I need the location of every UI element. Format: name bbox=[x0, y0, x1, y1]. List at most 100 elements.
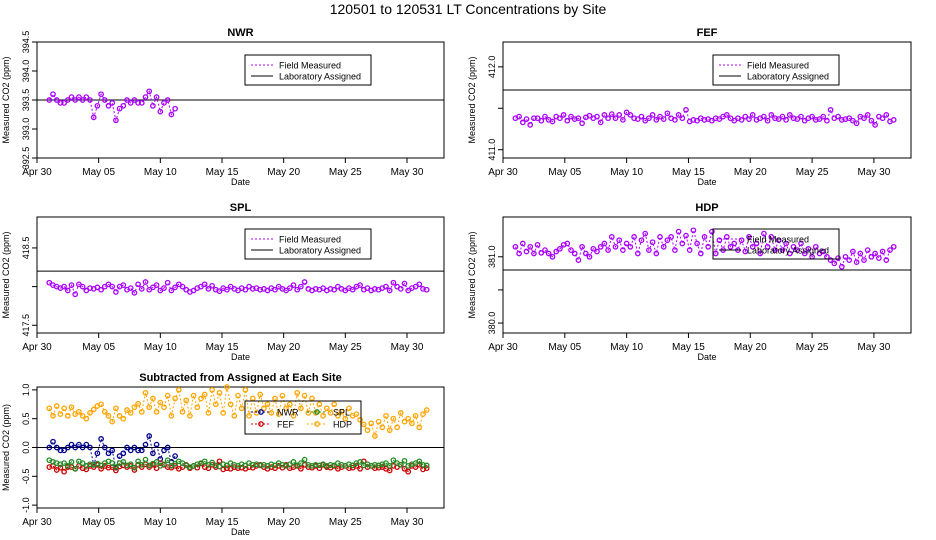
y-tick-label: -1.0 bbox=[21, 497, 31, 513]
data-point bbox=[101, 444, 108, 451]
data-point bbox=[697, 250, 704, 257]
data-point bbox=[120, 282, 127, 288]
data-point bbox=[64, 97, 71, 103]
data-point bbox=[298, 460, 304, 466]
x-tick-label: May 25 bbox=[329, 342, 362, 353]
data-point bbox=[242, 286, 249, 293]
data-point bbox=[757, 250, 764, 257]
x-tick-label: May 10 bbox=[144, 167, 177, 178]
data-point bbox=[212, 401, 219, 408]
data-point bbox=[857, 250, 864, 257]
data-point bbox=[286, 401, 293, 408]
data-point bbox=[50, 412, 56, 419]
data-point bbox=[142, 94, 149, 100]
data-point bbox=[209, 459, 215, 466]
data-point bbox=[383, 412, 389, 419]
data-point bbox=[342, 415, 349, 422]
data-point bbox=[553, 248, 560, 255]
data-point bbox=[224, 286, 230, 293]
data-point bbox=[53, 403, 60, 409]
data-point bbox=[579, 243, 585, 250]
x-tick-label: May 15 bbox=[206, 517, 239, 528]
x-axis-label: Date bbox=[231, 177, 250, 187]
data-point bbox=[620, 117, 626, 123]
legend-box bbox=[244, 400, 362, 435]
series-line bbox=[49, 280, 427, 296]
series-line bbox=[48, 434, 176, 470]
data-point bbox=[672, 117, 678, 123]
legend-box bbox=[712, 228, 840, 260]
data-point bbox=[775, 237, 782, 244]
data-point bbox=[516, 113, 522, 120]
data-point bbox=[557, 115, 563, 122]
data-point bbox=[409, 420, 415, 427]
data-point bbox=[405, 468, 412, 475]
data-point bbox=[679, 115, 686, 122]
data-point bbox=[831, 260, 838, 267]
data-point bbox=[216, 458, 223, 465]
y-tick-label: -0.5 bbox=[21, 469, 31, 485]
data-point bbox=[798, 240, 804, 247]
data-point bbox=[723, 234, 730, 240]
data-point bbox=[264, 401, 271, 408]
data-point bbox=[183, 397, 190, 404]
data-point bbox=[331, 401, 338, 408]
data-point bbox=[809, 113, 815, 120]
data-point bbox=[94, 450, 101, 457]
data-point bbox=[694, 240, 700, 247]
legend-marker bbox=[258, 409, 264, 415]
data-point bbox=[64, 444, 71, 451]
data-point bbox=[79, 283, 86, 290]
data-point bbox=[412, 412, 419, 419]
panel-fef: FEF Apr 30 May 05 May 10 May 15 May 20 May 25 M… bbox=[467, 27, 912, 187]
y-tick-label: 0.0 bbox=[21, 441, 31, 454]
y-tick-label: 393.0 bbox=[21, 118, 31, 141]
data-point bbox=[161, 404, 167, 411]
data-point bbox=[113, 117, 119, 124]
legend-label: NWR bbox=[277, 408, 299, 418]
data-point bbox=[812, 243, 819, 250]
data-point bbox=[390, 415, 397, 422]
data-point bbox=[146, 88, 153, 95]
x-tick-label: Apr 30 bbox=[488, 167, 518, 178]
data-point bbox=[723, 112, 730, 118]
data-point bbox=[153, 408, 160, 415]
data-point bbox=[57, 411, 64, 417]
data-point bbox=[57, 447, 64, 454]
data-point bbox=[87, 444, 93, 451]
data-point bbox=[642, 230, 649, 237]
data-point bbox=[105, 412, 112, 419]
data-point bbox=[827, 107, 834, 113]
y-tick-label: 417.5 bbox=[21, 314, 31, 337]
x-tick-label: Apr 30 bbox=[22, 517, 52, 528]
x-axis-label: Date bbox=[697, 352, 716, 362]
data-point bbox=[131, 444, 138, 451]
data-point bbox=[672, 247, 678, 253]
data-point bbox=[127, 100, 134, 106]
data-point bbox=[116, 412, 123, 419]
data-point bbox=[320, 412, 326, 419]
x-tick-label: May 20 bbox=[267, 167, 300, 178]
x-tick-label: May 30 bbox=[391, 342, 424, 353]
legend-label: Laboratory Assigned bbox=[279, 72, 361, 82]
data-point bbox=[153, 282, 160, 288]
data-point bbox=[761, 113, 767, 120]
data-point bbox=[72, 444, 79, 451]
data-point bbox=[131, 289, 138, 296]
data-point bbox=[749, 243, 756, 250]
data-point bbox=[61, 283, 67, 290]
data-point bbox=[586, 253, 593, 260]
panel-difference: Subtracted from Assigned at Each Site Apr… bbox=[1, 372, 445, 537]
data-point bbox=[135, 458, 141, 465]
data-point bbox=[61, 468, 67, 475]
data-point bbox=[887, 247, 893, 253]
data-point bbox=[519, 240, 526, 247]
data-point bbox=[768, 234, 775, 240]
data-point bbox=[120, 459, 127, 465]
data-point bbox=[664, 237, 671, 244]
data-point bbox=[357, 465, 363, 472]
data-point bbox=[216, 389, 223, 396]
x-tick-label: May 10 bbox=[610, 167, 643, 178]
data-point bbox=[775, 116, 782, 122]
data-point bbox=[161, 461, 167, 468]
